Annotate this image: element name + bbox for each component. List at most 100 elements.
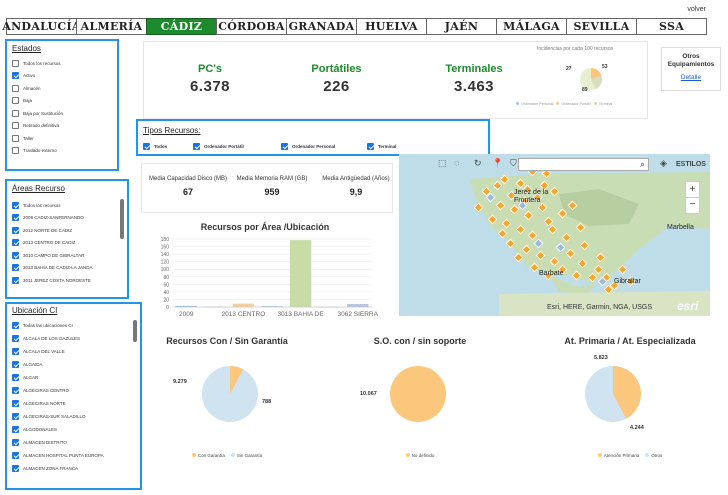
locate-icon[interactable]: ⛉ [510,158,517,168]
checkbox[interactable] [12,147,19,155]
legend-item[interactable]: Sin Garantía [230,453,262,458]
ubicacion-item[interactable]: ALCALA DEL VALLE [12,345,104,358]
checkbox[interactable] [12,251,19,259]
checkbox[interactable] [12,84,19,92]
checkbox[interactable] [12,134,19,142]
checkbox[interactable] [12,374,19,381]
areas-item[interactable]: 3010 CAMPO DE GIBRALTAR [12,249,93,262]
tab-7[interactable]: MÁLAGA [496,18,567,35]
ubicacion-item[interactable]: ALMACEN HOSPITAL PUNTA EUROPA [12,449,104,462]
checkbox[interactable] [12,400,19,407]
checkbox[interactable] [281,143,288,151]
checkbox[interactable] [12,72,19,80]
checkbox[interactable] [12,239,19,247]
checkbox[interactable] [12,452,19,459]
estilos-button[interactable]: ESTILOS [676,161,706,168]
estados-item[interactable]: Almacén [12,82,63,95]
checkbox[interactable] [12,122,19,130]
areas-item[interactable]: Todos los recursos [12,199,93,212]
estados-item[interactable]: Todos los recursos [12,57,63,70]
ubicacion-item[interactable]: ALGODONALES [12,423,104,436]
tab-6[interactable]: JAÉN [426,18,497,35]
areas-item[interactable]: 2013 CENTRO DE CADIZ [12,237,93,250]
tipos-item[interactable]: Terminal [367,141,427,152]
tab-4[interactable]: GRANADA [286,18,357,35]
checkbox[interactable] [12,387,19,394]
ubicacion-item[interactable]: ALCALA DE LOS GAZULES [12,332,104,345]
checkbox[interactable] [12,439,19,446]
checkbox[interactable] [12,214,19,222]
ubicacion-item[interactable]: ALGAIDA [12,358,104,371]
ubicacion-item[interactable]: ALGECIRAS NORTE [12,397,104,410]
checkbox[interactable] [12,348,19,355]
tab-5[interactable]: HUELVA [356,18,427,35]
search-icon[interactable]: ⌕ [639,159,645,169]
checkbox[interactable] [367,143,374,151]
map-search-input[interactable]: ⌕ [518,158,649,171]
checkbox[interactable] [12,264,19,272]
tab-0[interactable]: ANDALUCÍA [2,18,81,35]
checkbox[interactable] [12,361,19,368]
pie-slice[interactable] [230,366,244,394]
checkbox[interactable] [12,426,19,433]
estados-item[interactable]: Activo [12,70,63,83]
select-lasso-icon[interactable]: ◌ [454,158,460,168]
ubicacion-scrollbar[interactable] [133,320,137,342]
bar-3013-bahia-de[interactable] [289,240,312,307]
checkbox[interactable] [12,465,19,472]
checkbox[interactable] [12,201,19,209]
ubicacion-item[interactable]: ALGECIRAS-SUR SALADILLO [12,410,104,423]
pie-slice[interactable] [613,366,641,419]
estados-item[interactable]: Baja por Sustitución [12,107,63,120]
tipos-item[interactable]: Ordenador Portátil [193,141,281,152]
bar-2009[interactable] [175,305,197,307]
ubicacion-item[interactable]: ALMACEN ZONA FRANCA [12,462,104,475]
checkbox[interactable] [12,413,19,420]
checkbox[interactable] [193,143,200,151]
refresh-icon[interactable]: ↻ [474,158,482,168]
tipos-item[interactable]: Todos [143,141,193,152]
estados-item[interactable]: Traslado externo [12,145,63,158]
checkbox[interactable] [12,322,19,329]
ubicacion-item[interactable]: ALMACEN DISTRITO [12,436,104,449]
tab-1[interactable]: ALMERÍA [76,18,147,35]
ubicacion-item[interactable]: ALGAR [12,371,104,384]
tab-8[interactable]: SEVILLA [566,18,637,35]
ubicacion-item[interactable]: Todas las ubicaciones CI [12,319,104,332]
checkbox[interactable] [143,143,150,151]
legend-item[interactable]: Con Garantía [191,453,225,458]
legend-item[interactable]: Otros [645,453,662,458]
tab-9[interactable]: SSA [636,18,707,35]
areas-item[interactable]: 2009 CADIZ-SANFERNANDO [12,212,93,225]
bar-2013-centro[interactable] [232,303,255,307]
bar-3062-sierra[interactable] [347,303,369,307]
areas-scrollbar[interactable] [120,199,124,239]
checkbox[interactable] [12,97,19,105]
checkbox[interactable] [12,335,19,342]
areas-item[interactable]: 3013 BAHIA DE CADIZ-LA JANDA [12,262,93,275]
bar-3010[interactable] [261,306,283,308]
ubicacion-item[interactable]: ALGECIRAS CENTRO [12,384,104,397]
pin-icon[interactable]: 📍 [492,158,504,168]
otros-detalle-link[interactable]: Detalle [680,74,702,81]
estados-item[interactable]: Taller [12,132,63,145]
select-rectangle-icon[interactable]: ⬚ [438,158,447,168]
zoom-out-button[interactable]: − [689,199,696,210]
checkbox[interactable] [12,276,19,284]
checkbox[interactable] [12,109,19,117]
estados-item[interactable]: Baja [12,95,63,108]
areas-item[interactable]: 2012 NORTE DE CADIZ [12,224,93,237]
legend-item[interactable]: Atención Primaria [597,453,639,458]
zoom-in-button[interactable]: + [686,182,699,198]
checkbox[interactable] [12,226,19,234]
tab-2[interactable]: CÁDIZ [146,18,217,35]
tipos-item[interactable]: Ordenador Personal [281,141,367,152]
legend-item[interactable]: No definido [405,453,434,458]
checkbox[interactable] [12,59,19,67]
pie-slice[interactable] [390,366,446,422]
layers-icon[interactable]: ◈ [660,158,667,168]
tab-3[interactable]: CÓRDOBA [216,18,287,35]
areas-item[interactable]: 3011 JEREZ COSTA NOROESTE [12,274,93,287]
volver-link[interactable]: volver [687,6,706,13]
estados-item[interactable]: Retirado definitiva [12,120,63,133]
